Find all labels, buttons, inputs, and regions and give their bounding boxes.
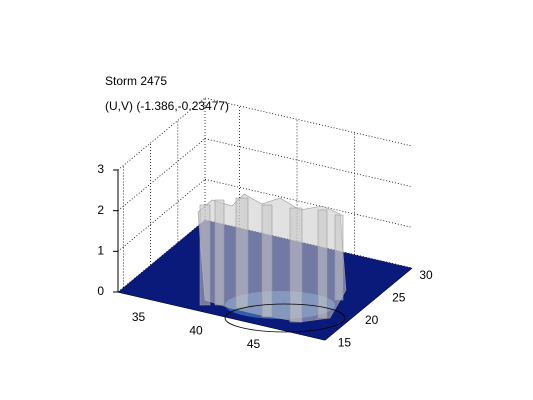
z-tick-label: 2 [97, 203, 104, 217]
chart-title: Storm 2475 [105, 74, 167, 88]
chart-subtitle: (U,V) (-1.386,-0.23477) [105, 99, 229, 113]
x-tick-label: 35 [132, 310, 146, 324]
y-tick-label: 25 [392, 291, 406, 305]
grid-line [117, 179, 206, 252]
y-tick-label: 20 [365, 313, 379, 327]
isosurface [197, 193, 347, 333]
grid-line [117, 138, 206, 211]
column [214, 199, 225, 306]
column [199, 204, 211, 306]
y-tick-label: 15 [338, 336, 352, 350]
contour [224, 303, 346, 333]
grid-line [204, 97, 413, 147]
column [289, 207, 303, 323]
grid-line [117, 97, 206, 171]
labels: Storm 2475 (U,V) (-1.386,-0.23477) 0 1 2 3 3… [97, 74, 433, 351]
grid-line [204, 138, 413, 188]
z-tick-label: 0 [97, 284, 104, 298]
z-tick-label: 3 [97, 162, 104, 176]
x-tick-label: 40 [189, 324, 203, 338]
z-tick-label: 1 [97, 244, 104, 258]
column [235, 197, 249, 309]
column [317, 209, 328, 319]
x-tick-label: 45 [247, 337, 261, 351]
column [261, 204, 273, 318]
grid-line [204, 178, 413, 228]
column [334, 214, 344, 301]
y-tick-label: 30 [419, 268, 433, 282]
